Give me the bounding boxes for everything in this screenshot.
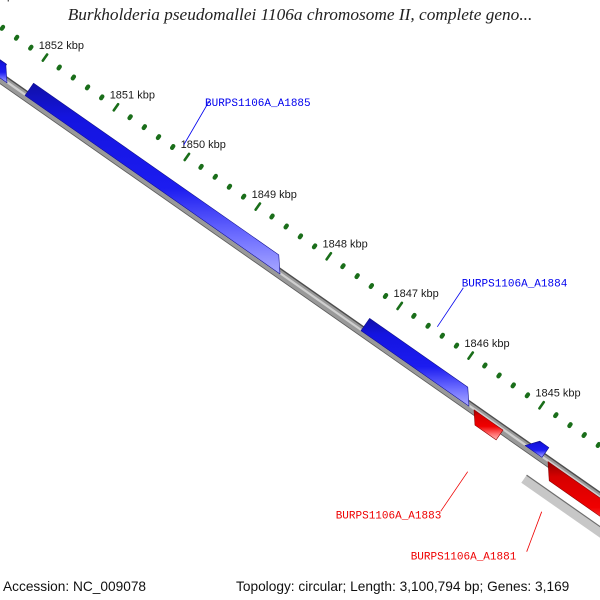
svg-text:1845 kbp: 1845 kbp [535,387,580,399]
svg-text:1851 kbp: 1851 kbp [110,90,155,102]
svg-text:1847 kbp: 1847 kbp [394,288,439,300]
svg-text:1848 kbp: 1848 kbp [323,239,368,251]
svg-text:BURPS1106A_A1883: BURPS1106A_A1883 [336,511,442,523]
svg-text:BURPS1106A_A1881: BURPS1106A_A1881 [411,552,517,564]
svg-text:1850 kbp: 1850 kbp [181,139,226,151]
svg-text:1852 kbp: 1852 kbp [39,40,84,52]
svg-text:1849 kbp: 1849 kbp [252,189,297,201]
svg-text:BURPS1106A_A1885: BURPS1106A_A1885 [205,98,311,110]
svg-text:1853 kbp: 1853 kbp [0,0,13,2]
svg-text:BURPS1106A_A1884: BURPS1106A_A1884 [462,278,568,290]
svg-text:1846 kbp: 1846 kbp [464,338,509,350]
